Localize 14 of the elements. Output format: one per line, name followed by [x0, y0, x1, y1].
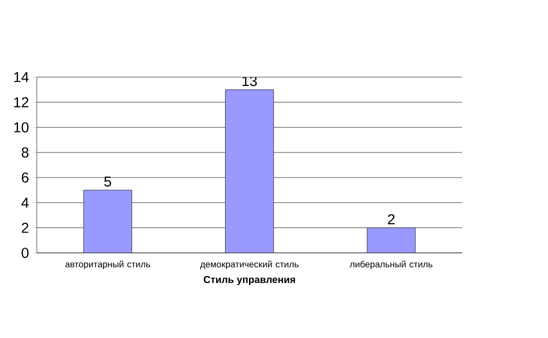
- x-tick-label: либеральный стиль: [350, 260, 432, 270]
- y-tick-label: 12: [14, 97, 28, 108]
- x-tick-label: демократический стиль: [200, 260, 299, 270]
- data-label: 5: [104, 176, 112, 187]
- x-tick-label: авторитарный стиль: [65, 260, 150, 270]
- data-label: 2: [388, 214, 394, 224]
- y-tick-label: 10: [14, 122, 29, 132]
- y-tick-label: 6: [22, 172, 28, 183]
- y-tick-label: 4: [21, 198, 29, 208]
- y-tick-label: 8: [22, 147, 28, 158]
- y-tick-label: 14: [14, 72, 29, 82]
- x-axis-title: Стиль управления: [204, 276, 295, 286]
- y-tick-label: 2: [22, 222, 28, 233]
- y-tick-label: 0: [22, 248, 29, 258]
